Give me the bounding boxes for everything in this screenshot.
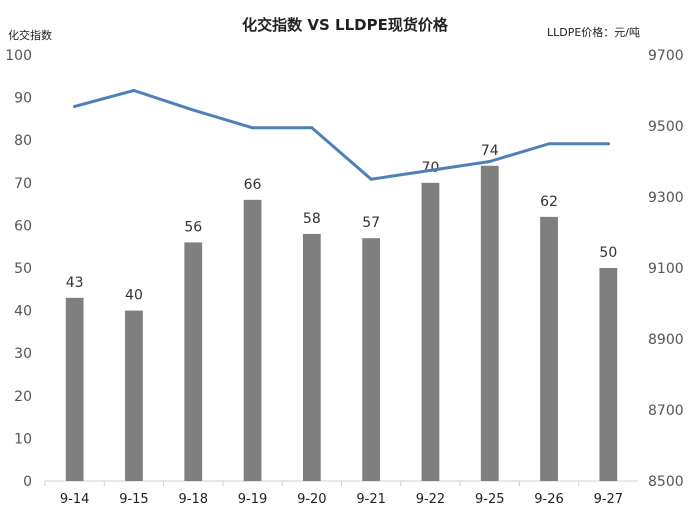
bar [125,310,143,481]
category-label: 9-21 [356,492,386,507]
category-label: 9-14 [60,492,90,507]
bar [421,182,440,482]
right-tick-label: 9100 [648,261,684,277]
right-tick-label: 8900 [648,332,684,348]
category-label: 9-25 [475,492,505,507]
bars [65,165,618,482]
category-label: 9-19 [238,492,268,507]
price-line-series [73,89,610,181]
left-tick-labels: 0 10 20 30 40 50 60 70 80 90 100 [5,48,32,490]
bar-data-label: 50 [599,245,617,261]
right-tick-label: 9500 [648,119,684,135]
left-tick-label: 60 [14,218,32,234]
category-label: 9-20 [297,492,327,507]
right-tick-label: 8700 [648,403,684,419]
line-point [369,177,373,181]
bar [599,268,618,481]
category-label: 9-26 [534,492,564,507]
left-tick-label: 30 [14,346,32,362]
bar [362,238,381,481]
left-tick-label: 80 [14,133,32,149]
bar-data-label: 58 [303,211,321,227]
left-tick-label: 50 [14,261,32,277]
left-tick-label: 90 [14,91,32,107]
line-point [606,142,610,146]
left-tick-label: 10 [14,431,32,447]
bar-data-labels: 43 40 56 66 58 57 70 74 62 50 [66,143,618,304]
right-tick-label: 8500 [648,474,684,490]
bar [540,216,558,481]
line-point [132,89,136,92]
bar-data-label: 70 [422,160,440,176]
bar [184,242,203,481]
price-line [73,89,610,181]
left-axis-label: 化交指数 [8,28,52,42]
right-tick-label: 9700 [648,48,684,64]
bar [302,233,321,481]
left-tick-label: 0 [23,474,32,490]
left-tick-label: 20 [14,389,32,405]
category-labels: 9-14 9-15 9-18 9-19 9-20 9-21 9-22 9-25 9-26 9-27 [44,481,624,507]
line-point [73,104,77,108]
bar [243,199,262,481]
right-axis-label: LLDPE价格：元/吨 [547,25,640,39]
category-label: 9-18 [178,492,208,507]
line-point [488,160,492,163]
bar-data-label: 62 [540,194,558,210]
line-point [251,126,255,130]
chart-title: 化交指数 VS LLDPE现货价格 [242,16,449,34]
bar-data-label: 56 [184,219,202,235]
category-label: 9-27 [594,492,624,507]
bar [65,297,84,481]
bar-data-label: 43 [66,275,84,291]
bar-data-label: 66 [244,177,262,193]
right-tick-labels: 8500 8700 8900 9100 9300 9500 9700 [648,48,684,490]
line-point [547,142,551,146]
bar-data-label: 74 [481,143,499,159]
category-label: 9-22 [416,492,446,507]
line-point [310,126,314,130]
bar-data-label: 57 [362,215,380,231]
line-point [191,108,195,112]
left-tick-label: 70 [14,176,32,192]
category-label: 9-15 [119,492,149,507]
right-tick-label: 9300 [648,190,684,206]
left-tick-label: 40 [14,304,32,320]
bar-data-label: 40 [125,288,143,304]
line-point [428,168,432,172]
left-tick-label: 100 [5,48,32,64]
bar [480,165,499,481]
